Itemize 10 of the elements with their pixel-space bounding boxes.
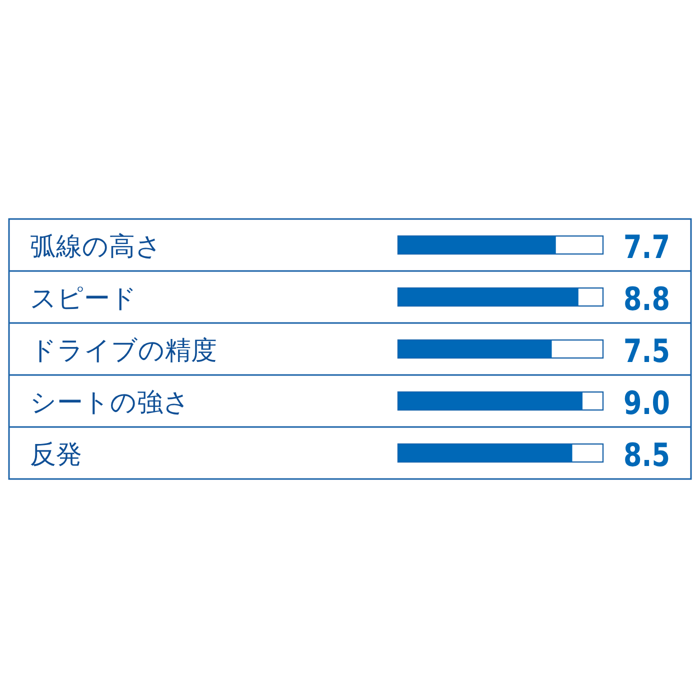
y-tick-label: ドライブの精度 bbox=[30, 336, 217, 366]
data-label: 9.0 bbox=[624, 384, 670, 422]
y-tick-label: シートの強さ bbox=[30, 388, 190, 418]
data-label: 7.7 bbox=[624, 228, 670, 266]
y-tick-label: スピード bbox=[30, 284, 137, 314]
data-label: 8.5 bbox=[624, 436, 670, 474]
data-label: 8.8 bbox=[624, 280, 670, 318]
y-tick-label: 弧線の高さ bbox=[30, 232, 162, 262]
data-label: 7.5 bbox=[624, 332, 670, 370]
y-tick-label: 反発 bbox=[30, 440, 82, 470]
